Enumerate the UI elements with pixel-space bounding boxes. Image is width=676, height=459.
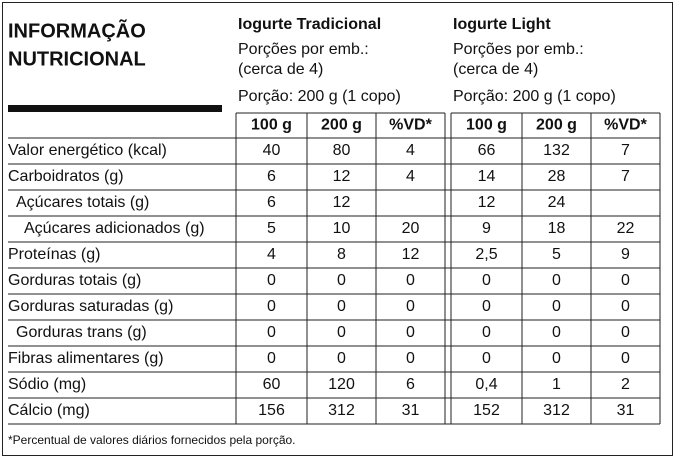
row-label: Gorduras totais (g) (8, 272, 141, 289)
cell: 80 (333, 142, 351, 159)
cell: 0 (552, 324, 561, 341)
cell: 10 (333, 220, 351, 237)
cell: 14 (478, 168, 496, 185)
cell: 0 (621, 350, 630, 367)
cell: 0 (621, 298, 630, 315)
cell: 132 (543, 142, 570, 159)
servings: Porções por emb.: (453, 41, 584, 58)
cell: 4 (267, 246, 276, 263)
cell: 12 (333, 194, 351, 211)
column-header: 100 g (251, 117, 292, 134)
cell: 0,4 (475, 376, 497, 393)
row-label: Sódio (mg) (8, 376, 86, 393)
portion: Porção: 200 g (1 copo) (453, 88, 616, 105)
cell: 0 (406, 272, 415, 289)
cell: 9 (482, 220, 491, 237)
cell: 2,5 (475, 246, 497, 263)
portion: Porção: 200 g (1 copo) (238, 88, 401, 105)
cell: 12 (333, 168, 351, 185)
title-line: NUTRICIONAL (8, 48, 146, 70)
row-label: Fibras alimentares (g) (8, 350, 164, 367)
cell: 0 (621, 272, 630, 289)
row-label: Gorduras saturadas (g) (8, 298, 173, 315)
row-label: Carboidratos (g) (8, 168, 124, 185)
cell: 0 (482, 298, 491, 315)
cell: 6 (267, 194, 276, 211)
row-label: Açúcares totais (g) (16, 194, 149, 211)
cell: 2 (621, 376, 630, 393)
column-header: %VD* (389, 117, 432, 134)
cell: 0 (337, 298, 346, 315)
row-label: Açúcares adicionados (g) (24, 220, 205, 237)
cell: 312 (328, 402, 355, 419)
servings: (cerca de 4) (453, 61, 538, 78)
row-label: Cálcio (mg) (8, 402, 90, 419)
cell: 0 (337, 350, 346, 367)
cell: 0 (482, 324, 491, 341)
cell: 0 (267, 272, 276, 289)
cell: 60 (263, 376, 281, 393)
cell: 66 (478, 142, 496, 159)
row-label: Proteínas (g) (8, 246, 100, 263)
group-name: Iogurte Light (453, 16, 551, 33)
cell: 5 (552, 246, 561, 263)
row-label: Valor energético (kcal) (8, 142, 167, 159)
cell: 0 (406, 350, 415, 367)
cell: 1 (552, 376, 561, 393)
column-header: 200 g (536, 117, 577, 134)
cell: 0 (482, 272, 491, 289)
cell: 40 (263, 142, 281, 159)
cell: 5 (267, 220, 276, 237)
cell: 6 (406, 376, 415, 393)
cell: 20 (402, 220, 420, 237)
cell: 24 (548, 194, 566, 211)
group-name: Iogurte Tradicional (238, 16, 381, 33)
cell: 156 (258, 402, 285, 419)
cell: 0 (406, 324, 415, 341)
column-header: %VD* (604, 117, 647, 134)
title-bar (8, 105, 222, 112)
cell: 0 (337, 272, 346, 289)
cell: 18 (548, 220, 566, 237)
cell: 9 (621, 246, 630, 263)
row-label: Gorduras trans (g) (16, 324, 147, 341)
cell: 31 (402, 402, 420, 419)
cell: 6 (267, 168, 276, 185)
cell: 0 (621, 324, 630, 341)
cell: 312 (543, 402, 570, 419)
cell: 0 (552, 350, 561, 367)
column-header: 100 g (466, 117, 507, 134)
title-line: INFORMAÇÃO (8, 19, 146, 42)
cell: 22 (617, 220, 635, 237)
cell: 0 (267, 298, 276, 315)
cell: 0 (552, 298, 561, 315)
cell: 0 (267, 350, 276, 367)
cell: 28 (548, 168, 566, 185)
cell: 0 (267, 324, 276, 341)
cell: 0 (406, 298, 415, 315)
cell: 12 (478, 194, 496, 211)
cell: 31 (617, 402, 635, 419)
cell: 7 (621, 168, 630, 185)
cell: 0 (482, 350, 491, 367)
cell: 8 (337, 246, 346, 263)
cell: 0 (552, 272, 561, 289)
cell: 120 (328, 376, 355, 393)
cell: 7 (621, 142, 630, 159)
cell: 12 (402, 246, 420, 263)
cell: 152 (473, 402, 500, 419)
column-header: 200 g (321, 117, 362, 134)
cell: 4 (406, 168, 415, 185)
servings: (cerca de 4) (238, 61, 323, 78)
cell: 0 (337, 324, 346, 341)
cell: 4 (406, 142, 415, 159)
servings: Porções por emb.: (238, 41, 369, 58)
footnote: *Percentual de valores diários fornecido… (8, 433, 296, 447)
